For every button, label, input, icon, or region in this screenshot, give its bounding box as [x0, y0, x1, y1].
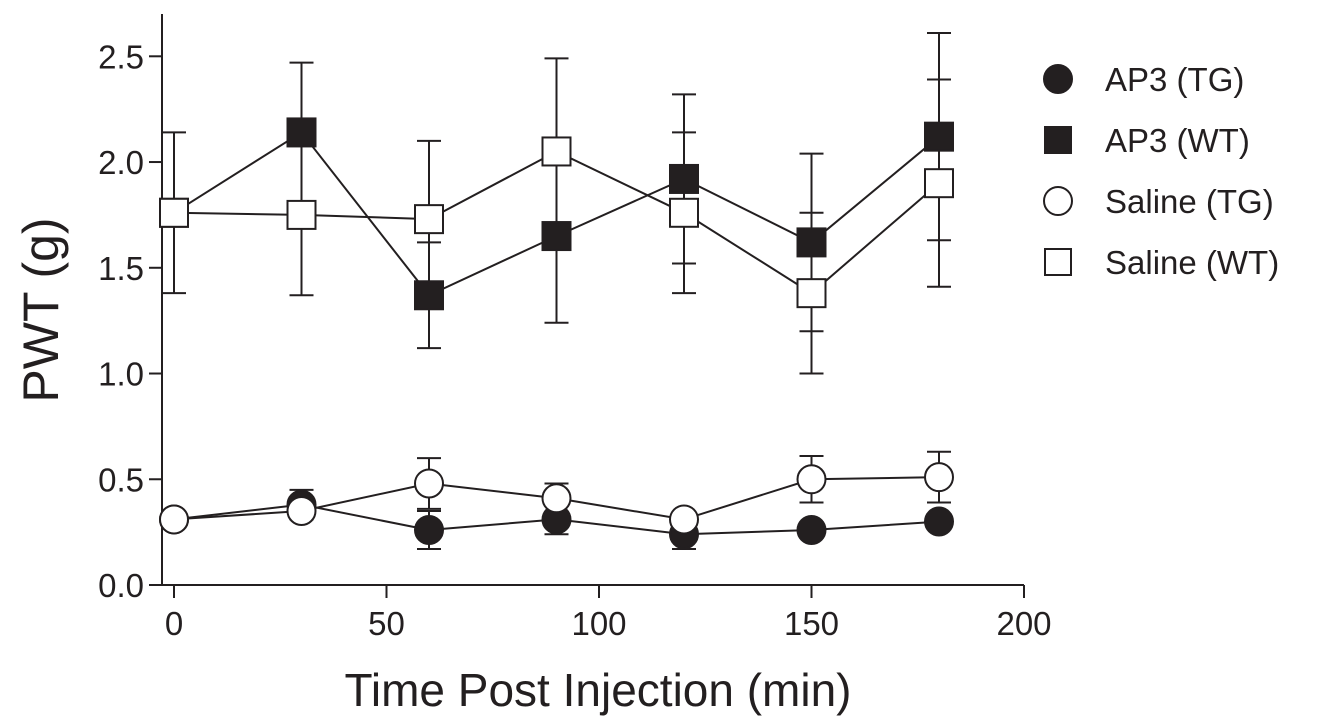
data-point — [924, 168, 954, 199]
data-point — [414, 204, 444, 235]
tick-labels: 0.0 0.5 1.0 1.5 2.0 2.5 0 50 100 150 200 — [98, 38, 1051, 642]
y-tick-label: 2.0 — [98, 144, 144, 181]
data-point — [924, 121, 954, 152]
data-point — [796, 278, 827, 309]
y-axis-title: PWT (g) — [13, 217, 69, 402]
legend-label: Saline (TG) — [1105, 183, 1274, 220]
data-point — [414, 468, 444, 499]
x-axis-title: Time Post Injection (min) — [345, 664, 852, 716]
y-tick-label: 2.5 — [98, 38, 144, 75]
data-point — [796, 464, 827, 495]
data-point — [669, 197, 699, 228]
data-point — [669, 504, 699, 535]
legend-marker — [1043, 186, 1073, 216]
y-tick-label: 1.5 — [98, 250, 144, 287]
x-tick-label: 200 — [996, 605, 1051, 642]
data-point — [286, 117, 317, 148]
y-tick-label: 1.0 — [98, 356, 144, 393]
y-tick-label: 0.5 — [98, 461, 144, 498]
data-point — [669, 163, 699, 194]
data-point — [541, 136, 572, 167]
data-point — [924, 506, 954, 537]
legend-label: Saline (WT) — [1105, 244, 1279, 281]
x-tick-label: 50 — [368, 605, 405, 642]
data-point — [541, 483, 572, 514]
data-point — [414, 280, 444, 311]
data-point — [796, 515, 827, 546]
legend-marker — [1044, 126, 1072, 154]
data-point — [541, 221, 572, 252]
axes — [149, 14, 1025, 598]
x-tick-label: 0 — [165, 605, 183, 642]
x-tick-label: 100 — [571, 605, 626, 642]
data-point — [286, 199, 317, 230]
data-point — [159, 504, 189, 535]
legend-marker — [1044, 248, 1072, 276]
error-bars — [162, 32, 951, 551]
data-point — [924, 462, 954, 493]
data-point — [286, 495, 317, 526]
legend-marker — [1043, 64, 1073, 94]
data-point — [796, 227, 827, 258]
data-point — [414, 515, 444, 546]
legend: AP3 (TG) AP3 (WT) Saline (TG) Saline (WT) — [1043, 61, 1279, 281]
legend-label: AP3 (TG) — [1105, 61, 1244, 98]
data-point — [159, 197, 189, 228]
x-tick-label: 150 — [784, 605, 839, 642]
data-markers — [159, 117, 954, 550]
y-tick-label: 0.0 — [98, 567, 144, 604]
legend-label: AP3 (WT) — [1105, 122, 1250, 159]
